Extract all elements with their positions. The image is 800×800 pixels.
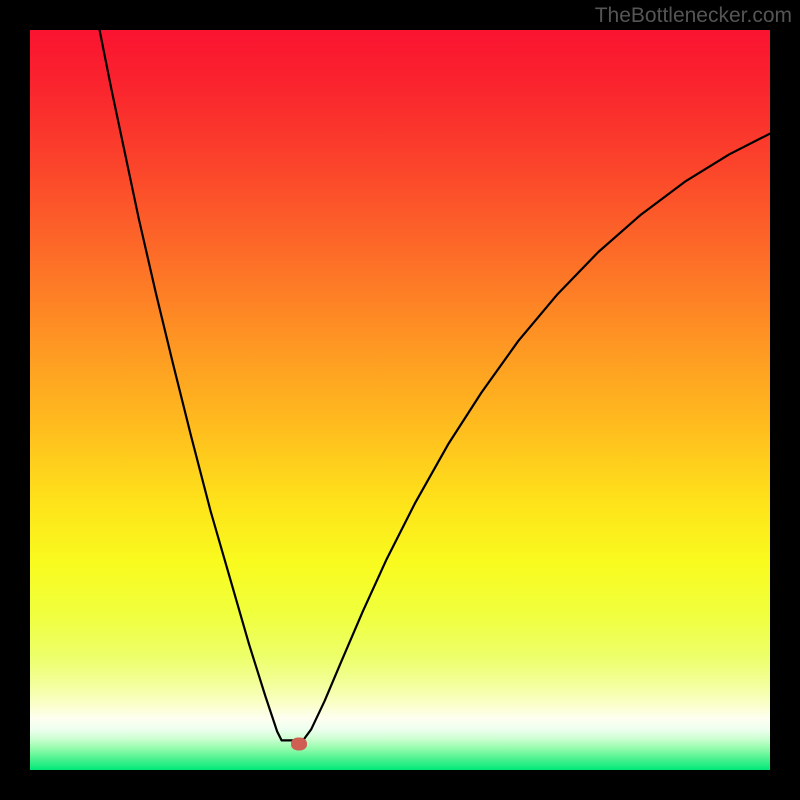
watermark-text: TheBottlenecker.com bbox=[595, 4, 792, 28]
plot-area bbox=[30, 30, 770, 770]
bottleneck-curve bbox=[30, 30, 770, 770]
optimal-point-marker bbox=[291, 738, 307, 751]
